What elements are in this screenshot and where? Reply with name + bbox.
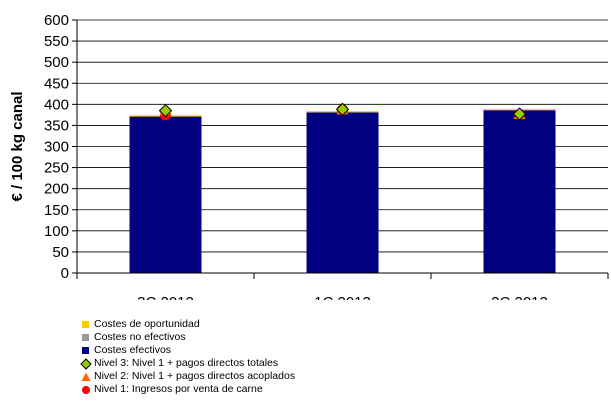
diamond-marker-icon xyxy=(80,357,92,370)
y-tick-label: 600 xyxy=(44,12,69,29)
legend: Costes de oportunidad Costes no efectivos… xyxy=(80,318,295,396)
legend-label: Costes de oportunidad xyxy=(94,318,200,330)
y-axis-label: € / 100 kg canal xyxy=(9,91,26,201)
legend-label: Costes efectivos xyxy=(94,344,172,356)
legend-item: Nivel 3: Nivel 1 + pagos directos totale… xyxy=(80,357,295,370)
legend-label: Nivel 1: Ingresos por venta de carne xyxy=(94,383,263,395)
marker-point-nivel-3 xyxy=(512,107,527,121)
bar-segment xyxy=(306,112,379,273)
bar-segment xyxy=(483,110,556,273)
legend-label: Nivel 3: Nivel 1 + pagos directos totale… xyxy=(94,357,279,369)
markers xyxy=(158,102,527,121)
y-tick-label: 550 xyxy=(44,33,69,50)
y-tick-label: 500 xyxy=(44,54,69,71)
legend-swatch xyxy=(82,333,89,341)
y-tick-label: 0 xyxy=(61,265,69,282)
bars xyxy=(129,108,556,273)
legend-item: Nivel 1: Ingresos por venta de carne xyxy=(80,383,295,396)
bar-segment xyxy=(129,116,202,273)
x-tick-label: 2C 2013 xyxy=(491,294,548,300)
x-tick-labels: 3C 2012 1C 2013 2C 2013 xyxy=(137,294,548,300)
axes xyxy=(76,20,609,279)
y-tick-labels: 0 50 100 150 200 250 300 350 400 450 500 550 600 xyxy=(44,12,69,282)
y-tick-label: 450 xyxy=(44,75,69,92)
y-tick-label: 350 xyxy=(44,117,69,134)
legend-item: Costes no efectivos xyxy=(80,331,295,344)
y-tick-label: 150 xyxy=(44,202,69,219)
legend-item: Costes efectivos xyxy=(80,344,295,357)
triangle-marker-icon xyxy=(81,372,91,381)
marker-point-nivel-3 xyxy=(158,103,173,118)
x-tick-label: 3C 2012 xyxy=(137,294,194,300)
y-tick-label: 100 xyxy=(44,223,69,240)
circle-marker-icon xyxy=(82,385,90,394)
y-tick-label: 250 xyxy=(44,160,69,177)
y-tick-label: 400 xyxy=(44,96,69,113)
legend-item: Nivel 2: Nivel 1 + pagos directos acopla… xyxy=(80,370,295,383)
legend-item: Costes de oportunidad xyxy=(80,318,295,331)
y-tick-label: 50 xyxy=(52,244,69,261)
marker-point-nivel-3 xyxy=(335,102,350,117)
x-tick-label: 1C 2013 xyxy=(314,294,371,300)
chart: 0 50 100 150 200 250 300 350 400 450 500 550 600 3C … xyxy=(9,12,609,300)
legend-swatch xyxy=(82,320,89,328)
y-tick-label: 300 xyxy=(44,139,69,156)
legend-label: Costes no efectivos xyxy=(94,331,186,343)
legend-label: Nivel 2: Nivel 1 + pagos directos acopla… xyxy=(94,370,296,382)
legend-swatch xyxy=(82,346,89,354)
y-tick-label: 200 xyxy=(44,181,69,198)
